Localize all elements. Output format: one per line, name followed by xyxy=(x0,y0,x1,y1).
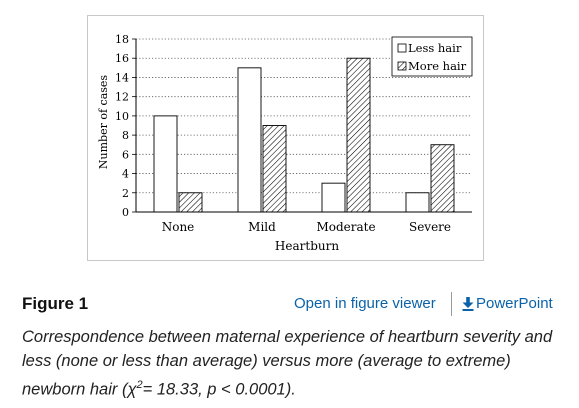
y-tick-label: 12 xyxy=(115,91,129,104)
powerpoint-link[interactable]: PowerPoint xyxy=(462,295,553,312)
y-tick-label: 2 xyxy=(122,187,129,200)
bar-less-hair-none xyxy=(153,115,178,213)
bar-less-hair-severe xyxy=(405,192,430,213)
y-axis-label: Number of cases xyxy=(97,75,110,170)
y-tick-label: 16 xyxy=(115,52,129,65)
bar-more-hair-mild xyxy=(262,125,287,213)
legend-swatch-less-hair xyxy=(397,43,407,53)
x-tick-label: Mild xyxy=(248,220,276,234)
caption-main: Correspondence between maternal experien… xyxy=(22,328,553,399)
caption-tail: = 18.33, p < 0.0001). xyxy=(142,380,296,399)
figure-image: 0 2 4 6 8 10 12 14 16 18 None Mild Moderate Severe Nu… xyxy=(87,15,484,261)
legend-swatch-more-hair xyxy=(397,61,407,71)
bar-more-hair-none xyxy=(178,192,203,213)
y-tick-label: 0 xyxy=(122,206,129,219)
y-tick-label: 18 xyxy=(115,33,129,46)
y-tick-label: 8 xyxy=(122,129,129,142)
legend-label-less-hair: Less hair xyxy=(408,41,462,55)
chart-legend: Less hair More hair xyxy=(391,36,473,77)
y-tick-label: 4 xyxy=(122,168,129,181)
y-tick-label: 6 xyxy=(122,148,129,161)
y-tick-label: 14 xyxy=(115,71,129,84)
bar-chart: 0 2 4 6 8 10 12 14 16 18 None Mild Moderate Severe Nu… xyxy=(97,33,473,253)
figure-caption: Correspondence between maternal experien… xyxy=(22,325,562,402)
x-tick-label: Severe xyxy=(409,220,451,234)
link-divider xyxy=(451,292,452,316)
x-axis-label: Heartburn xyxy=(275,239,339,253)
x-tick-label: Moderate xyxy=(316,220,375,234)
y-tick-label: 10 xyxy=(115,110,129,123)
legend-label-more-hair: More hair xyxy=(408,59,467,73)
caption-superscript: 2 xyxy=(136,379,143,391)
bar-more-hair-severe xyxy=(430,144,455,213)
open-figure-viewer-link[interactable]: Open in figure viewer xyxy=(294,295,436,312)
powerpoint-label: PowerPoint xyxy=(476,295,553,312)
download-icon xyxy=(462,296,474,311)
figure-label: Figure 1 xyxy=(22,294,89,313)
bar-less-hair-moderate xyxy=(321,182,346,213)
bar-more-hair-moderate xyxy=(346,57,371,213)
x-tick-label: None xyxy=(162,220,195,234)
bar-less-hair-mild xyxy=(237,67,262,213)
figure-header: Figure 1 Open in figure viewer PowerPoin… xyxy=(22,292,562,318)
